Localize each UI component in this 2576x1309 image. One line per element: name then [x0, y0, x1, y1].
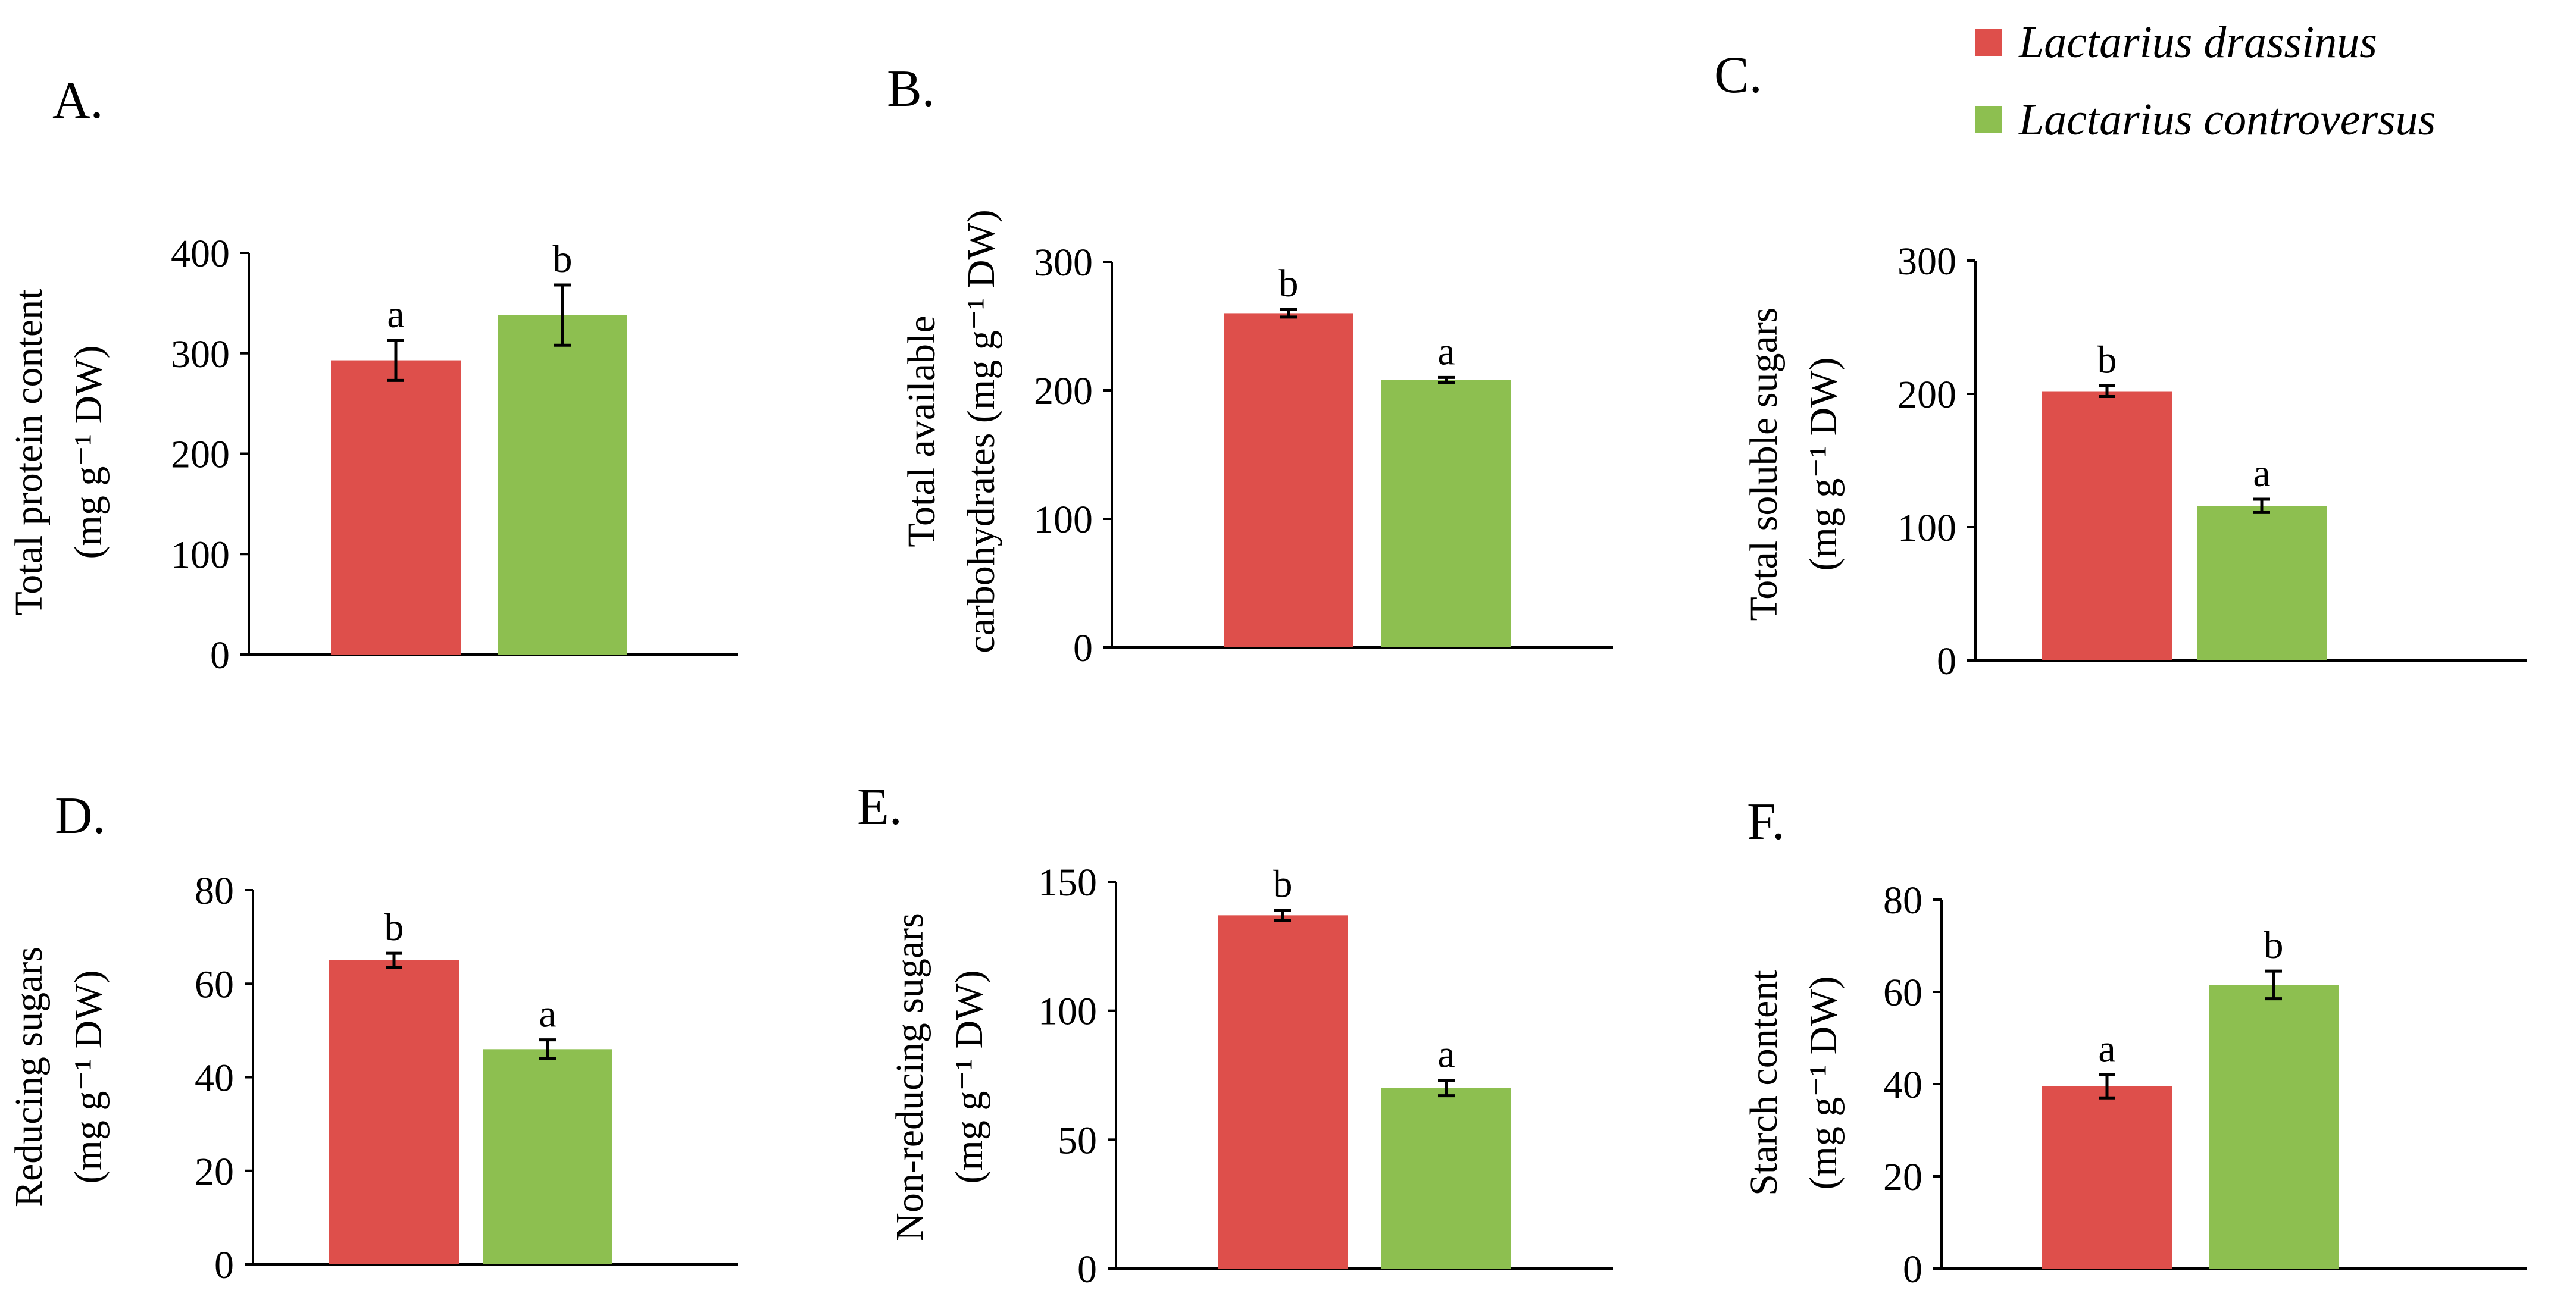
- bar-a-series-1: [331, 360, 461, 654]
- panel-label-c: C.: [1714, 46, 1762, 104]
- legend: Lactarius drassinus Lactarius controvers…: [1975, 17, 2436, 145]
- y-tick-label-a-200: 200: [171, 433, 230, 477]
- y-tick-label-a-100: 100: [171, 533, 230, 577]
- y-axis-label-d-line-2: (mg g⁻¹ DW): [67, 970, 110, 1184]
- legend-label-controversus: Lactarius controversus: [2018, 95, 2436, 145]
- significance-label-d-series-1: b: [384, 906, 404, 949]
- y-tick-label-d-40: 40: [195, 1057, 234, 1100]
- y-tick-label-d-60: 60: [195, 963, 234, 1006]
- panel-label-b: B.: [887, 60, 935, 118]
- y-tick-label-a-300: 300: [171, 333, 230, 376]
- error-bar-b-series-2: [1438, 375, 1455, 384]
- y-tick-label-f-0: 0: [1903, 1248, 1922, 1291]
- error-bar-c-series-1: [2099, 384, 2115, 398]
- panel-label-a: A.: [52, 72, 104, 130]
- significance-label-c-series-2: a: [2253, 452, 2270, 495]
- panel-f: F. Starch content (mg g⁻¹ DW) 0 20 40 60 80 a b: [1742, 793, 2527, 1291]
- error-bar-d-series-2: [539, 1038, 556, 1060]
- y-tick-label-b-100: 100: [1034, 498, 1093, 541]
- y-axis-label-a-line-2: (mg g⁻¹ DW): [67, 346, 110, 559]
- error-bar-f-series-2: [2265, 969, 2282, 1001]
- y-tick-label-b-0: 0: [1073, 627, 1093, 670]
- y-axis-label-d-line-1: Reducing sugars: [7, 947, 51, 1207]
- panel-c: C. Total soluble sugars (mg g⁻¹ DW) 0 100 200…: [1714, 46, 2527, 683]
- y-tick-label-e-0: 0: [1077, 1248, 1097, 1291]
- panel-b: B. Total available carbohydrates (mg g⁻¹ D…: [887, 60, 1613, 670]
- y-tick-label-f-60: 60: [1883, 971, 1922, 1014]
- bar-e-series-2: [1381, 1088, 1511, 1269]
- significance-label-a-series-2: b: [553, 237, 573, 281]
- y-tick-label-c-300: 300: [1897, 240, 1956, 283]
- panel-a: A. Total protein content (mg g⁻¹ DW) 0 100 20…: [7, 72, 738, 677]
- legend-label-drassinus: Lactarius drassinus: [2018, 17, 2377, 67]
- panel-label-e: E.: [857, 778, 902, 836]
- y-tick-label-c-100: 100: [1897, 506, 1956, 550]
- bar-c-series-2: [2197, 506, 2327, 660]
- y-tick-label-b-300: 300: [1034, 241, 1093, 284]
- error-bar-e-series-2: [1438, 1079, 1455, 1098]
- y-tick-label-e-50: 50: [1058, 1119, 1097, 1162]
- panel-label-f: F.: [1747, 793, 1785, 851]
- bar-a-series-2: [498, 315, 627, 654]
- y-axis-label-f-line-2: (mg g⁻¹ DW): [1802, 976, 1845, 1190]
- y-axis-label-b-line-2: carbohydrates (mg g⁻¹ DW): [959, 209, 1003, 653]
- y-tick-label-b-200: 200: [1034, 369, 1093, 413]
- chart-panels: A. Total protein content (mg g⁻¹ DW) 0 100 20…: [7, 46, 2527, 1291]
- y-axis-label-b-line-1: Total available: [900, 315, 943, 547]
- error-bar-b-series-1: [1280, 308, 1297, 319]
- y-tick-label-c-0: 0: [1937, 640, 1956, 683]
- bar-b-series-2: [1381, 380, 1511, 647]
- panel-e: E. Non-reducing sugars (mg g⁻¹ DW) 0 50 100 15…: [857, 778, 1613, 1291]
- y-tick-label-d-20: 20: [195, 1150, 234, 1194]
- bar-d-series-1: [329, 960, 459, 1264]
- y-axis-label-c-line-2: (mg g⁻¹ DW): [1802, 358, 1845, 571]
- legend-swatch-controversus: [1975, 106, 2002, 133]
- y-tick-label-a-400: 400: [171, 232, 230, 275]
- y-tick-label-e-100: 100: [1038, 990, 1097, 1034]
- y-tick-label-d-80: 80: [195, 869, 234, 913]
- bar-d-series-2: [483, 1049, 612, 1264]
- y-axis-label-e-line-2: (mg g⁻¹ DW): [948, 970, 991, 1184]
- y-tick-label-c-200: 200: [1897, 373, 1956, 416]
- bar-f-series-2: [2209, 985, 2339, 1269]
- y-tick-label-f-40: 40: [1883, 1063, 1922, 1107]
- y-tick-label-e-150: 150: [1038, 861, 1097, 904]
- bar-b-series-1: [1224, 313, 1353, 647]
- error-bar-d-series-1: [386, 951, 402, 969]
- significance-label-e-series-1: b: [1273, 863, 1293, 906]
- y-axis-label-a-line-1: Total protein content: [7, 289, 51, 616]
- y-tick-label-a-0: 0: [210, 634, 230, 677]
- significance-label-b-series-1: b: [1279, 262, 1299, 305]
- y-axis-label-f-line-1: Starch content: [1742, 970, 1786, 1195]
- significance-label-a-series-1: a: [387, 293, 404, 336]
- significance-label-d-series-2: a: [539, 992, 556, 1036]
- significance-label-f-series-1: a: [2098, 1028, 2115, 1071]
- error-bar-f-series-1: [2099, 1073, 2115, 1100]
- bar-c-series-1: [2042, 391, 2172, 660]
- error-bar-c-series-2: [2253, 497, 2270, 514]
- bar-e-series-1: [1218, 915, 1348, 1269]
- significance-label-f-series-2: b: [2264, 923, 2284, 967]
- significance-label-c-series-1: b: [2097, 339, 2117, 382]
- panel-d: D. Reducing sugars (mg g⁻¹ DW) 0 20 40 60 80 b a: [7, 787, 738, 1287]
- significance-label-b-series-2: a: [1437, 330, 1455, 373]
- error-bar-e-series-1: [1274, 909, 1291, 922]
- error-bar-a-series-2: [554, 283, 571, 347]
- y-tick-label-d-0: 0: [214, 1244, 234, 1287]
- y-tick-label-f-80: 80: [1883, 879, 1922, 922]
- legend-swatch-drassinus: [1975, 29, 2002, 56]
- error-bar-a-series-1: [387, 339, 404, 382]
- y-axis-label-e-line-1: Non-reducing sugars: [888, 913, 931, 1241]
- bar-f-series-1: [2042, 1086, 2172, 1269]
- significance-label-e-series-2: a: [1437, 1033, 1455, 1076]
- panel-label-d: D.: [55, 787, 106, 845]
- y-tick-label-f-20: 20: [1883, 1155, 1922, 1199]
- y-axis-label-c-line-1: Total soluble sugars: [1742, 308, 1786, 621]
